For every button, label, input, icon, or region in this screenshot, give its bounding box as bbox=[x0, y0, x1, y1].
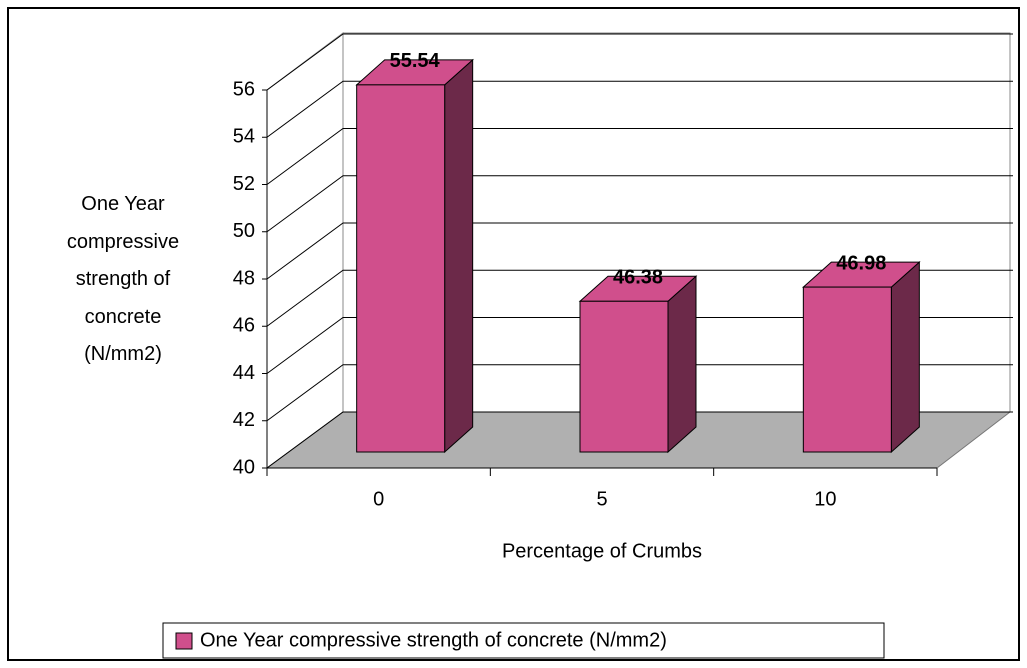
x-tick-label: 5 bbox=[596, 488, 607, 510]
grid-line bbox=[266, 80, 1013, 138]
value-label: 55.54 bbox=[390, 50, 441, 72]
plot: 55.54 46.38 46.98 bbox=[355, 50, 921, 454]
y-tick-label: 52 bbox=[233, 173, 255, 195]
bar bbox=[802, 260, 921, 454]
y-tick-label: 56 bbox=[233, 78, 255, 100]
grid-line bbox=[266, 317, 1013, 374]
bar-front bbox=[802, 286, 892, 453]
bar-side bbox=[890, 260, 920, 454]
y-tick-label: 50 bbox=[233, 220, 255, 242]
legend-label: One Year compressive strength of concret… bbox=[200, 629, 667, 651]
grid bbox=[266, 33, 1013, 469]
value-label: 46.98 bbox=[836, 252, 886, 274]
y-tick-label: 48 bbox=[233, 267, 255, 289]
y-tick-label: 54 bbox=[233, 126, 255, 148]
grid-line bbox=[266, 222, 1013, 280]
grid-line bbox=[266, 128, 1013, 185]
y-tick-label: 40 bbox=[233, 456, 255, 478]
bar bbox=[355, 58, 474, 454]
bar-front bbox=[356, 84, 446, 453]
x-tick-label: 0 bbox=[373, 488, 384, 510]
grid-line bbox=[266, 411, 1013, 469]
y-tick-label: 42 bbox=[233, 409, 255, 431]
bar-side bbox=[667, 275, 697, 454]
y-tick-label: 44 bbox=[233, 362, 255, 384]
legend bbox=[162, 622, 885, 659]
x-tick-label: 10 bbox=[814, 488, 836, 510]
x-axis-title: Percentage of Crumbs bbox=[502, 540, 702, 562]
legend-swatch bbox=[175, 632, 193, 650]
y-tick-label: 46 bbox=[233, 315, 255, 337]
value-label: 46.38 bbox=[613, 267, 663, 289]
y-axis-title: One Year compressive strength of concret… bbox=[66, 193, 180, 365]
bar bbox=[578, 275, 698, 454]
grid-line bbox=[266, 33, 1013, 91]
bar-side bbox=[444, 58, 474, 454]
bar-front bbox=[579, 300, 669, 453]
grid-line bbox=[266, 175, 1013, 233]
grid-line bbox=[266, 364, 1013, 422]
grid-line bbox=[266, 269, 1013, 327]
